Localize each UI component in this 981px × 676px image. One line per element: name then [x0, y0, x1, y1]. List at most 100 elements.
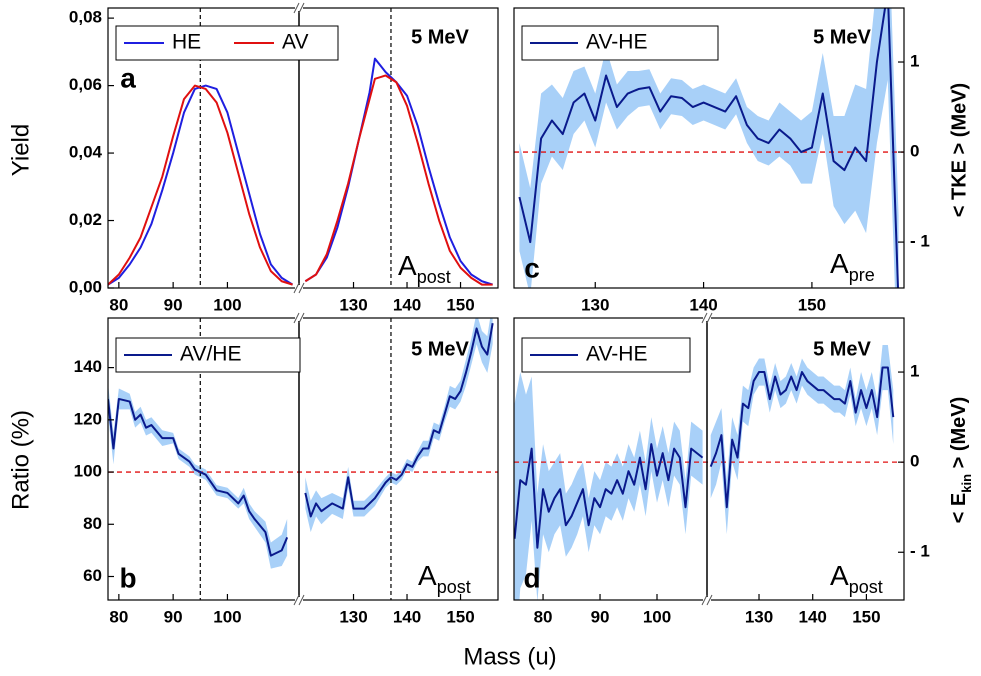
y-tick-label: 120: [74, 409, 102, 428]
error-band: [519, 8, 899, 288]
annotation-main: A: [398, 250, 417, 281]
axis-break-mark: [293, 594, 300, 606]
y-axis-label: < Ekin > (MeV): [948, 397, 974, 524]
legend-label: AV-HE: [586, 31, 647, 54]
error-band: [514, 372, 703, 600]
legend-label: AV-HE: [586, 343, 647, 366]
panel-label: d: [523, 562, 540, 593]
x-tick-label: 100: [643, 607, 671, 626]
error-band: [305, 318, 493, 533]
energy-label: 5 MeV: [411, 26, 469, 48]
annotation: Apost: [398, 250, 451, 286]
annotation: Apost: [830, 560, 883, 596]
x-tick-label: 80: [534, 607, 553, 626]
y-tick-label: 0,06: [69, 75, 102, 94]
x-axis-label: Mass (u): [463, 643, 556, 670]
axis-break-gap: [703, 315, 711, 321]
y-axis-label: < TKE > (MeV): [948, 83, 970, 217]
y-tick-label: 1: [910, 52, 919, 71]
y-tick-label: 1: [910, 362, 919, 381]
axis-break-mark: [706, 594, 713, 606]
panel-label: b: [119, 562, 136, 593]
axis-break-gap: [703, 597, 711, 603]
data-line: [304, 323, 494, 518]
axis-break-mark: [293, 2, 300, 14]
axis-break-gap: [295, 315, 303, 321]
energy-label: 5 MeV: [813, 338, 871, 360]
x-tick-label: 90: [591, 607, 610, 626]
axis-break-mark: [298, 282, 305, 294]
axis-break-gap: [295, 5, 303, 11]
annotation-main: A: [830, 560, 849, 591]
y-axis-label-part: kin: [959, 474, 974, 493]
y-tick-label: - 1: [910, 232, 930, 251]
axis-break-mark: [701, 312, 708, 324]
error-band: [108, 383, 288, 569]
axis-break-mark: [293, 282, 300, 294]
energy-label: 5 MeV: [813, 26, 871, 48]
plot-area: [108, 318, 498, 600]
energy-label: 5 MeV: [411, 338, 469, 360]
y-tick-label: 0,02: [69, 210, 102, 229]
annotation-sub: post: [437, 577, 471, 597]
panel-label: c: [524, 252, 540, 283]
y-tick-label: 0: [910, 142, 919, 161]
x-tick-label: 150: [852, 607, 880, 626]
x-tick-label: 150: [446, 295, 474, 314]
x-tick-label: 140: [393, 295, 421, 314]
y-axis-label: Ratio (%): [7, 410, 34, 510]
x-tick-label: 140: [799, 607, 827, 626]
axis-break-gap: [295, 285, 303, 291]
annotation: Apost: [418, 560, 471, 596]
y-axis-label-part: < E: [948, 493, 970, 524]
axis-break-mark: [706, 312, 713, 324]
panel-label: a: [120, 62, 136, 93]
axis-break-mark: [298, 312, 305, 324]
y-tick-label: 0,00: [69, 277, 102, 296]
y-tick-label: 0,04: [69, 143, 103, 162]
annotation-main: A: [830, 248, 849, 279]
legend-label: AV/HE: [180, 343, 241, 366]
y-tick-label: - 1: [910, 542, 930, 561]
x-tick-label: 130: [339, 607, 367, 626]
data-line: [514, 443, 704, 549]
data-line: [304, 74, 493, 286]
legend-label: HE: [172, 31, 201, 54]
x-tick-label: 130: [581, 295, 609, 314]
annotation: Apre: [830, 248, 875, 284]
x-tick-label: 130: [745, 607, 773, 626]
plot-area: [514, 8, 904, 288]
plot-frame: [513, 7, 905, 289]
annotation-main: A: [418, 560, 437, 591]
x-tick-label: 100: [213, 295, 241, 314]
y-tick-label: 60: [83, 566, 102, 585]
axis-break-mark: [298, 594, 305, 606]
x-tick-label: 150: [798, 295, 826, 314]
x-tick-label: 140: [393, 607, 421, 626]
data-line: [518, 8, 899, 288]
y-tick-label: 80: [83, 514, 102, 533]
x-tick-label: 130: [339, 295, 367, 314]
y-tick-label: 140: [74, 357, 102, 376]
data-line: [709, 366, 895, 509]
axis-break-mark: [298, 2, 305, 14]
x-tick-label: 150: [446, 607, 474, 626]
x-tick-label: 80: [109, 607, 128, 626]
x-tick-label: 140: [689, 295, 717, 314]
data-line: [108, 84, 293, 286]
y-axis-label: Yield: [7, 124, 34, 176]
x-tick-label: 90: [164, 607, 183, 626]
axis-break-mark: [701, 594, 708, 606]
annotation-sub: post: [849, 577, 883, 597]
x-tick-label: 80: [109, 295, 128, 314]
y-tick-label: 0: [910, 452, 919, 471]
plot-area: [514, 345, 904, 600]
y-axis-label-part: > (MeV): [948, 397, 970, 474]
x-tick-label: 100: [213, 607, 241, 626]
axis-break-mark: [293, 312, 300, 324]
y-tick-label: 100: [74, 462, 102, 481]
legend-label: AV: [282, 31, 308, 54]
data-line: [108, 397, 289, 557]
y-tick-label: 0,08: [69, 8, 102, 27]
